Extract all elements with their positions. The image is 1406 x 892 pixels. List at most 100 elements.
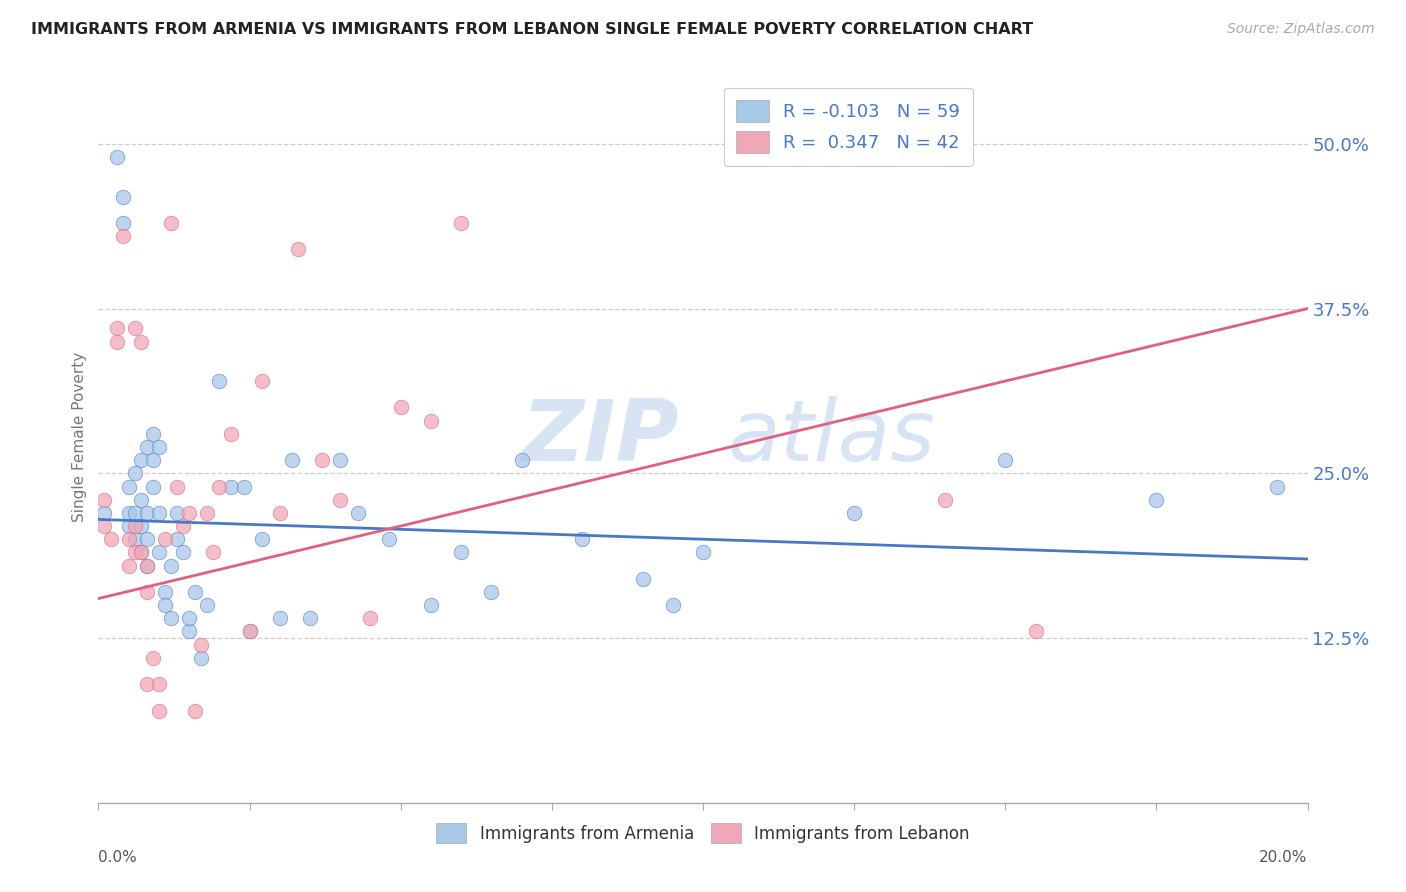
Point (172, 545, 194, 559)
Legend: Immigrants from Armenia, Immigrants from Lebanon: Immigrants from Armenia, Immigrants from… (430, 817, 976, 849)
Point (129, 545, 152, 559)
Point (232, 479, 254, 493)
Point (124, 533, 146, 547)
Point (208, 374, 231, 388)
Point (571, 533, 593, 547)
Point (1144, 492, 1167, 507)
Point (195, 598, 218, 612)
Point (692, 545, 714, 559)
Point (135, 506, 157, 520)
Point (111, 229, 134, 244)
Point (166, 479, 188, 493)
Point (135, 677, 157, 691)
Point (631, 572, 654, 586)
Point (172, 519, 194, 533)
Point (160, 611, 183, 625)
Point (208, 479, 231, 493)
Point (135, 558, 157, 573)
Point (202, 545, 225, 559)
Point (160, 558, 183, 573)
Point (148, 506, 170, 520)
Point (389, 401, 412, 415)
Point (105, 321, 128, 335)
Point (142, 426, 165, 441)
Point (148, 704, 170, 718)
Point (269, 506, 291, 520)
Point (661, 598, 683, 612)
Point (124, 545, 146, 559)
Point (250, 533, 273, 547)
Point (129, 492, 152, 507)
Point (239, 624, 262, 639)
Point (129, 545, 152, 559)
Y-axis label: Single Female Poverty: Single Female Poverty (72, 352, 87, 522)
Text: IMMIGRANTS FROM ARMENIA VS IMMIGRANTS FROM LEBANON SINGLE FEMALE POVERTY CORRELA: IMMIGRANTS FROM ARMENIA VS IMMIGRANTS FR… (31, 22, 1033, 37)
Point (450, 545, 472, 559)
Point (420, 598, 443, 612)
Point (118, 519, 141, 533)
Point (281, 453, 304, 467)
Point (221, 479, 243, 493)
Text: Source: ZipAtlas.com: Source: ZipAtlas.com (1227, 22, 1375, 37)
Point (166, 533, 188, 547)
Point (118, 533, 141, 547)
Point (124, 467, 146, 481)
Point (190, 650, 212, 665)
Text: 0.0%: 0.0% (98, 850, 138, 865)
Point (129, 519, 152, 533)
Point (129, 453, 152, 467)
Point (124, 519, 146, 533)
Point (184, 585, 207, 599)
Point (329, 453, 352, 467)
Point (142, 479, 165, 493)
Point (844, 506, 866, 520)
Point (481, 585, 503, 599)
Point (153, 598, 176, 612)
Point (118, 479, 141, 493)
Point (100, 533, 122, 547)
Point (190, 638, 212, 652)
Point (111, 216, 134, 230)
Point (160, 216, 183, 230)
Point (135, 440, 157, 454)
Point (129, 334, 152, 349)
Point (93, 492, 115, 507)
Point (153, 585, 176, 599)
Point (166, 506, 188, 520)
Point (105, 334, 128, 349)
Point (329, 492, 352, 507)
Point (299, 611, 322, 625)
Point (510, 453, 533, 467)
Point (195, 506, 218, 520)
Point (105, 150, 128, 164)
Point (148, 545, 170, 559)
Point (360, 611, 382, 625)
Point (347, 506, 370, 520)
Point (287, 242, 309, 256)
Point (934, 492, 956, 507)
Point (118, 558, 141, 573)
Point (93, 519, 115, 533)
Point (179, 506, 201, 520)
Point (179, 611, 201, 625)
Point (148, 677, 170, 691)
Point (135, 585, 157, 599)
Point (377, 533, 399, 547)
Point (124, 506, 146, 520)
Point (179, 624, 201, 639)
Point (1267, 479, 1289, 493)
Point (135, 533, 157, 547)
Point (148, 440, 170, 454)
Point (994, 453, 1017, 467)
Point (135, 558, 157, 573)
Text: ZIP: ZIP (522, 395, 679, 479)
Point (153, 533, 176, 547)
Point (118, 506, 141, 520)
Point (111, 189, 134, 203)
Point (93, 506, 115, 520)
Point (142, 453, 165, 467)
Point (1024, 624, 1046, 639)
Point (184, 704, 207, 718)
Point (420, 414, 443, 428)
Point (250, 374, 273, 388)
